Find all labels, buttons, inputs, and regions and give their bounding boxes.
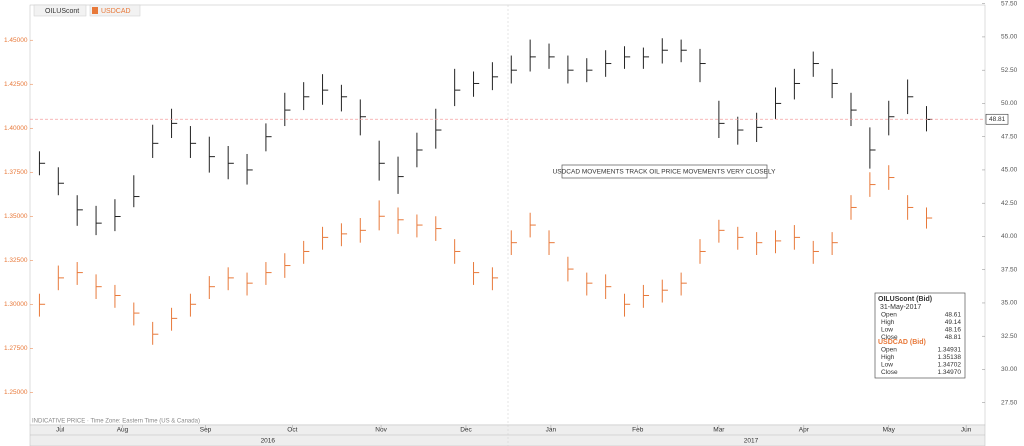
x-tick-label: Apr: [799, 427, 810, 434]
info-value: 1.34702: [938, 362, 962, 369]
x-tick-label: Jun: [961, 427, 972, 434]
tab-label: OILUScont: [45, 8, 79, 15]
y2-tick-label: 27.50: [1001, 399, 1018, 406]
info-key: High: [881, 354, 895, 361]
y-tick-label: 1.37500: [4, 169, 28, 176]
y2-tick-label: 35.00: [1001, 300, 1018, 307]
x-tick-label: Sep: [200, 427, 212, 434]
info-value: 48.81: [945, 334, 962, 341]
tab-swatch: [92, 7, 98, 14]
info-key: High: [881, 319, 895, 326]
x-tick-label: Mar: [713, 427, 725, 434]
info-date: 31-May-2017: [880, 304, 921, 311]
x-tick-label: Dec: [460, 427, 472, 434]
last-price-tag: [985, 113, 1009, 125]
y-tick-label: 1.40000: [4, 125, 28, 132]
x-axis-band: [29, 424, 986, 446]
y2-tick-label: 55.00: [1001, 34, 1018, 41]
y2-tick-label: 40.00: [1001, 233, 1018, 240]
info-key: Low: [881, 362, 893, 369]
x-tick-label: May: [883, 427, 896, 434]
tab-label: USDCAD: [101, 8, 131, 15]
info-value: 49.14: [945, 319, 962, 326]
y-tick-label: 1.42500: [4, 81, 28, 88]
y2-tick-label: 47.50: [1001, 133, 1018, 140]
x-tick-label: Oct: [287, 427, 297, 434]
info-value: 1.34970: [938, 369, 962, 376]
y-tick-label: 1.25000: [4, 389, 28, 396]
info-value: 48.16: [945, 327, 962, 334]
info-title: OILUScont (Bid): [878, 296, 932, 303]
year-label: 2017: [744, 438, 759, 445]
annotation-box: [561, 164, 768, 179]
y-tick-label: 1.30000: [4, 301, 28, 308]
x-tick-label: Aug: [117, 427, 129, 434]
y-tick-label: 1.45000: [4, 37, 28, 44]
last-price-label: 48.81: [989, 116, 1006, 123]
y2-tick-label: 30.00: [1001, 366, 1018, 373]
tab[interactable]: [89, 4, 141, 17]
x-tick-label: Nov: [375, 427, 387, 434]
info-box: [874, 292, 966, 379]
y2-tick-label: 32.50: [1001, 333, 1018, 340]
y2-tick-label: 42.50: [1001, 200, 1018, 207]
info-title: USDCAD (Bid): [878, 339, 926, 346]
y-tick-label: 1.35000: [4, 213, 28, 220]
info-key: Close: [881, 334, 898, 341]
year-label: 2016: [261, 438, 276, 445]
x-tick-label: Jan: [546, 427, 557, 434]
x-tick-label: Feb: [632, 427, 644, 434]
y2-tick-label: 57.50: [1001, 0, 1018, 7]
footer: INDICATIVE PRICE · Time Zone: Eastern Ti…: [32, 419, 200, 425]
info-key: Close: [881, 369, 898, 376]
y2-tick-label: 50.00: [1001, 100, 1018, 107]
y2-tick-label: 52.50: [1001, 67, 1018, 74]
x-tick-label: Jul: [56, 427, 65, 434]
y-tick-label: 1.27500: [4, 345, 28, 352]
y2-tick-label: 45.00: [1001, 167, 1018, 174]
info-value: 1.34931: [938, 347, 962, 354]
info-value: 1.35138: [938, 354, 962, 361]
info-value: 48.61: [945, 312, 962, 319]
info-key: Open: [881, 347, 897, 354]
y2-tick-label: 37.50: [1001, 266, 1018, 273]
info-key: Open: [881, 312, 897, 319]
tab[interactable]: [33, 4, 87, 17]
info-key: Low: [881, 327, 893, 334]
y-tick-label: 1.32500: [4, 257, 28, 264]
annotation: USDCAD MOVEMENTS TRACK OIL PRICE MOVEMEN…: [553, 169, 777, 176]
